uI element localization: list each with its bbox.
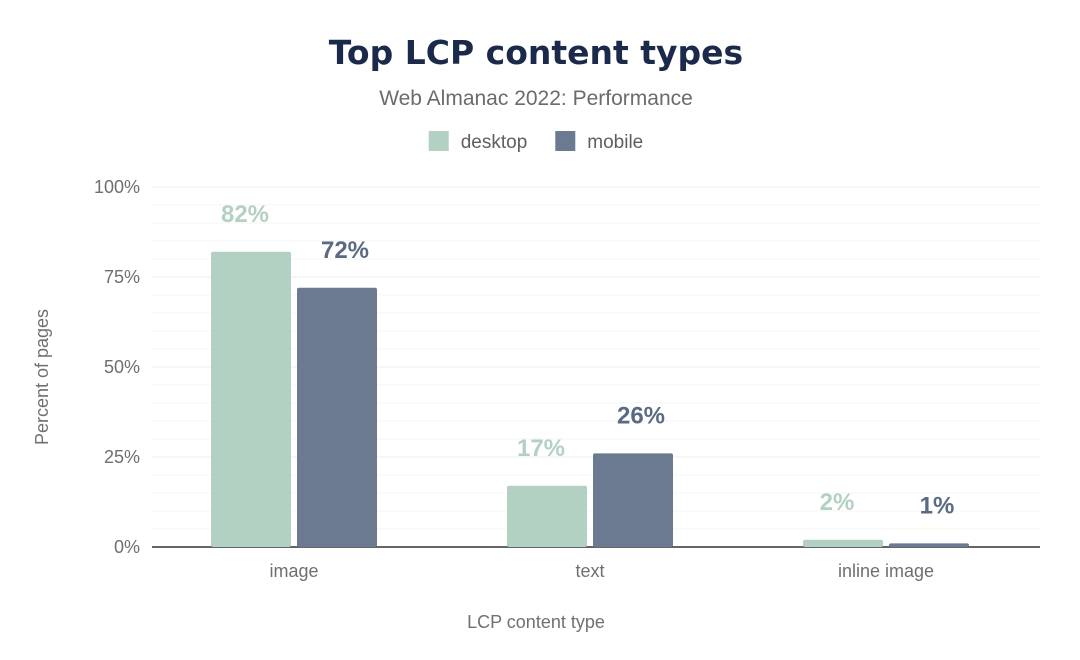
data-label-desktop: 17% — [517, 435, 565, 462]
bar-mobile-inline-image — [889, 543, 969, 547]
data-label-desktop: 82% — [221, 201, 269, 228]
bars — [211, 251, 969, 548]
x-tick-label: image — [269, 561, 318, 581]
legend-item-mobile[interactable]: mobile — [555, 131, 643, 153]
y-axis-ticks: 0% 25% 50% 75% 100% — [94, 177, 140, 557]
legend-swatch-mobile — [555, 131, 576, 151]
data-labels: 82% 72% 17% 26% 2% 1% — [221, 201, 954, 520]
x-tick-label: inline image — [838, 561, 934, 581]
x-axis-ticks: image text inline image — [269, 561, 934, 581]
legend-item-desktop[interactable]: desktop — [428, 131, 528, 153]
bar-mobile-text — [593, 453, 673, 547]
y-tick-label: 100% — [94, 177, 140, 197]
chart-subtitle: Web Almanac 2022: Performance — [379, 87, 693, 110]
legend-label-desktop: desktop — [461, 132, 528, 153]
data-label-mobile: 72% — [321, 237, 369, 264]
legend-label-mobile: mobile — [587, 132, 643, 153]
x-tick-label: text — [575, 561, 604, 581]
x-axis-title: LCP content type — [467, 612, 605, 632]
y-tick-label: 25% — [104, 447, 140, 467]
y-tick-label: 75% — [104, 267, 140, 287]
data-label-mobile: 26% — [617, 402, 665, 429]
bar-mobile-image — [297, 287, 377, 547]
bar-desktop-text — [507, 485, 587, 547]
data-label-mobile: 1% — [920, 492, 955, 519]
legend-swatch-desktop — [428, 131, 449, 151]
legend: desktop mobile — [428, 131, 643, 153]
y-tick-label: 50% — [104, 357, 140, 377]
y-axis-title: Percent of pages — [32, 309, 52, 445]
y-tick-label: 0% — [114, 537, 140, 557]
bar-desktop-inline-image — [803, 539, 883, 547]
chart-title: Top LCP content types — [329, 33, 743, 72]
bar-desktop-image — [211, 251, 291, 548]
data-label-desktop: 2% — [820, 489, 855, 516]
